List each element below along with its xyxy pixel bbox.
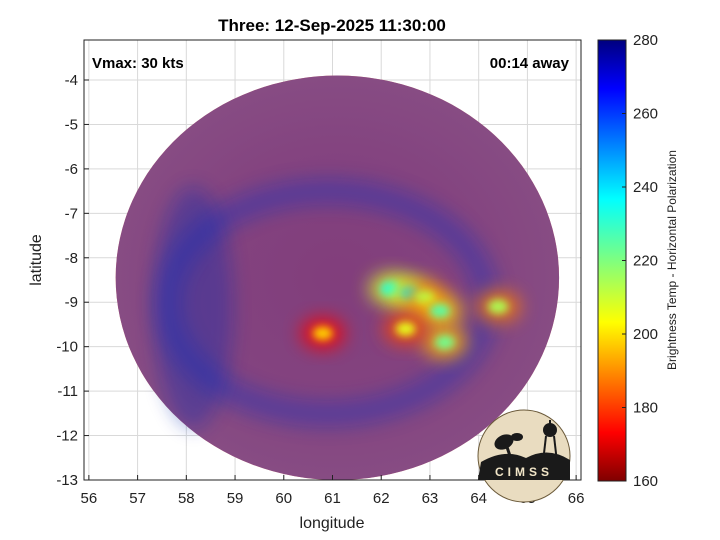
y-tick-label: -7 [65,205,78,222]
cold-cell [429,304,450,319]
colorbar-tick-label: 180 [633,400,658,417]
time-away-annotation: 00:14 away [490,55,570,72]
y-tick-label: -9 [65,294,78,311]
y-tick-label: -13 [56,472,78,489]
plot-area [84,40,581,480]
x-tick-label: 59 [227,490,244,507]
swath-texture [153,186,234,430]
cold-cell [434,335,455,350]
y-tick-label: -5 [65,116,78,133]
x-tick-label: 63 [422,490,439,507]
x-tick-label: 64 [470,490,487,507]
colorbar-tick-label: 200 [633,326,658,343]
colorbar-tick-label: 240 [633,179,658,196]
colorbar-tick-label: 280 [633,32,658,49]
chart-title: Three: 12-Sep-2025 11:30:00 [218,16,446,35]
x-tick-label: 61 [324,490,341,507]
colorbar-ticks: 160 180 200 220 240 260 280 [622,32,658,490]
y-tick-label: -10 [56,339,78,356]
colorbar [597,39,627,482]
colorbar-label: Brightness Temp - Horizontal Polarizatio… [665,150,679,370]
x-axis-label: longitude [300,515,365,532]
y-axis-ticks: -4 -5 -6 -7 -8 -9 -10 -11 -12 -13 [56,72,89,489]
colorbar-tick-label: 220 [633,253,658,270]
y-tick-label: -11 [57,383,78,400]
colorbar-tick-label: 260 [633,106,658,123]
x-tick-label: 66 [568,490,585,507]
y-tick-label: -12 [56,428,78,445]
x-axis-ticks: 5657585960616263646566 [81,475,585,507]
x-tick-label: 60 [275,490,292,507]
x-tick-label: 62 [373,490,390,507]
logo-text: CIMSS [495,465,553,479]
vmax-annotation: Vmax: 30 kts [92,55,184,72]
cimss-logo: CIMSS [477,409,571,503]
x-tick-label: 57 [129,490,146,507]
cold-cell [312,326,333,341]
x-tick-label: 56 [81,490,98,507]
y-tick-label: -4 [65,72,78,89]
y-axis-label: latitude [28,234,45,286]
x-tick-label: 58 [178,490,195,507]
brightness-temperature-field [115,75,560,480]
y-tick-label: -6 [65,161,78,178]
y-tick-label: -8 [65,250,78,267]
colorbar-tick-label: 160 [633,473,658,490]
cold-cell [395,321,416,336]
cold-cell [488,299,509,314]
